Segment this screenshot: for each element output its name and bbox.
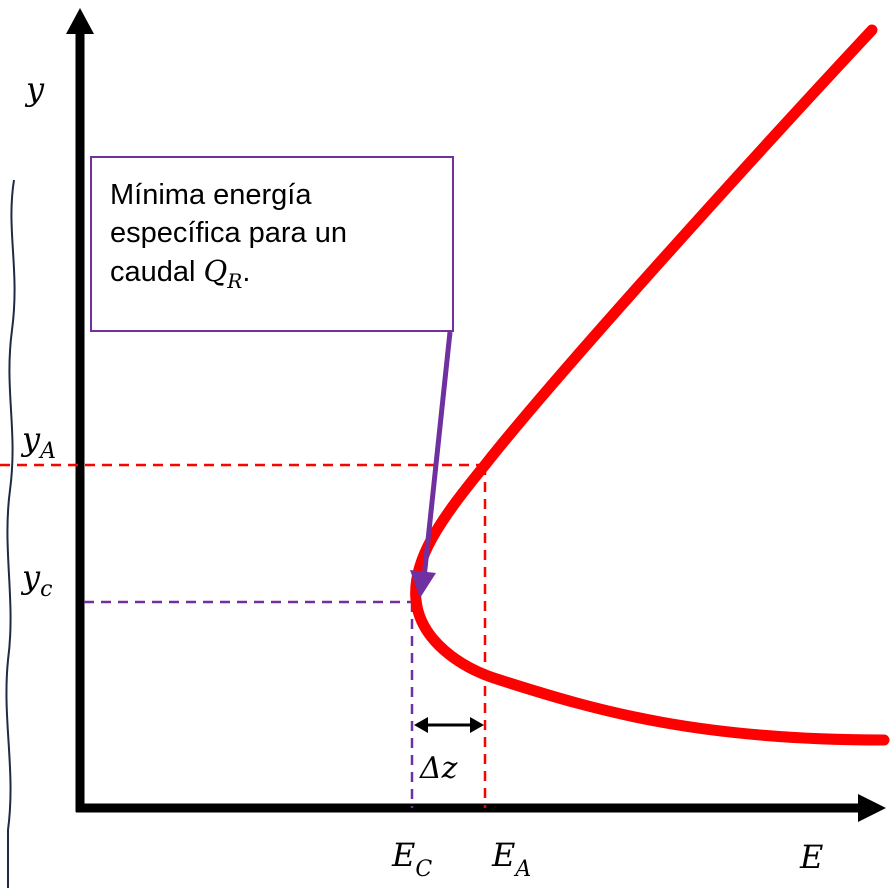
delta-z-arrowhead-right [470, 717, 484, 733]
callout-line-1: Mínima energía [110, 179, 312, 211]
yc-label: yc [20, 558, 52, 602]
callout-pointer [421, 331, 453, 579]
callout-pointer-head [410, 570, 436, 598]
callout-line-2: específica para un [110, 217, 347, 249]
yA-label: yA [20, 420, 56, 464]
EA-label: EA [491, 836, 531, 882]
specific-energy-curve [410, 24, 890, 746]
delta-z-arrowhead-left [414, 717, 428, 733]
callout-box: Mínima energía específica para un caudal… [90, 156, 454, 332]
delta-z-label: Δz [419, 751, 458, 786]
EC-label: EC [391, 836, 432, 882]
y-axis-label: y [24, 70, 45, 108]
y-axis-arrowhead [66, 8, 94, 34]
x-axis-label: E [799, 838, 823, 876]
wavy-border [5, 179, 16, 888]
callout-line-3: caudal QR. [110, 254, 251, 293]
callout-variable: QR [203, 254, 243, 293]
x-axis-arrowhead [858, 794, 886, 822]
